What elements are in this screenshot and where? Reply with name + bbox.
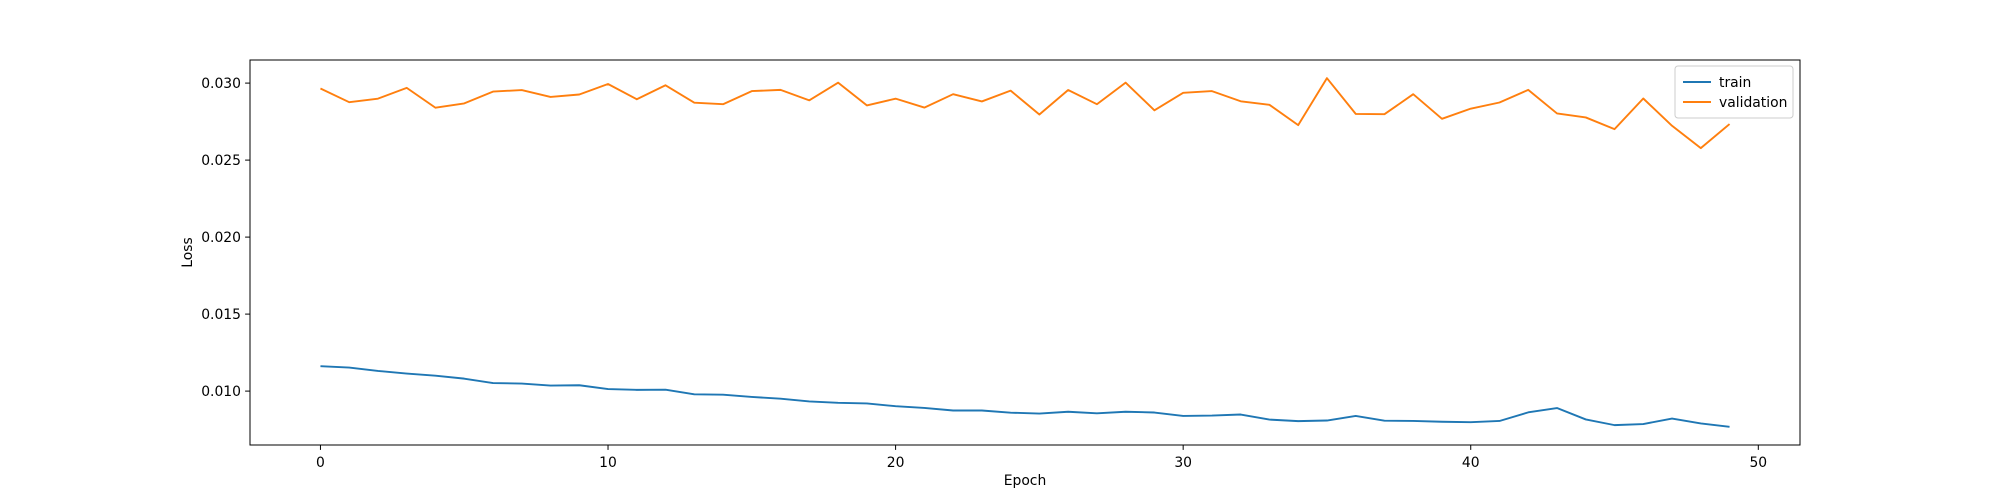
x-tick-label: 10 — [599, 455, 617, 471]
y-tick-label: 0.015 — [201, 307, 241, 323]
x-tick-label: 30 — [1174, 455, 1192, 471]
plot-area — [250, 60, 1800, 445]
y-tick-label: 0.010 — [201, 384, 241, 400]
x-axis-ticks: 0 10 20 30 40 50 — [316, 445, 1767, 471]
x-axis-label: Epoch — [1004, 473, 1047, 489]
y-tick-label: 0.020 — [201, 230, 241, 246]
legend-box — [1674, 65, 1794, 119]
y-axis-label: Loss — [180, 237, 196, 267]
series-line-train — [320, 365, 1730, 428]
y-tick-label: 0.025 — [201, 153, 241, 169]
y-tick-label: 0.030 — [201, 76, 241, 92]
legend-label-validation: validation — [1719, 95, 1787, 111]
y-axis-ticks: 0.010 0.015 0.020 0.025 0.030 — [201, 76, 250, 400]
series-lines — [320, 77, 1731, 428]
x-tick-label: 50 — [1749, 455, 1767, 471]
plot-frame — [249, 59, 1801, 446]
x-tick-label: 20 — [887, 455, 905, 471]
legend: train validation — [1674, 65, 1794, 119]
x-tick-label: 40 — [1462, 455, 1480, 471]
legend-label-train: train — [1719, 75, 1751, 91]
series-line-validation — [320, 77, 1731, 150]
x-tick-label: 0 — [316, 455, 325, 471]
